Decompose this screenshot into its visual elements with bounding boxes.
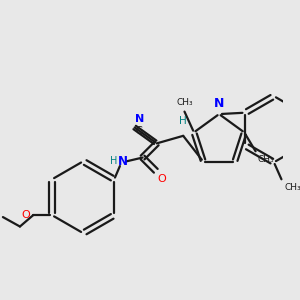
Text: C: C xyxy=(136,126,142,136)
Text: O: O xyxy=(158,174,167,184)
Text: N: N xyxy=(135,115,144,124)
Text: N: N xyxy=(214,97,224,110)
Text: H: H xyxy=(110,156,117,166)
Text: H: H xyxy=(179,116,187,126)
Text: CH₃: CH₃ xyxy=(257,155,274,164)
Text: CH₃: CH₃ xyxy=(176,98,193,107)
Text: O: O xyxy=(22,210,30,220)
Text: CH₃: CH₃ xyxy=(284,183,300,192)
Text: N: N xyxy=(118,155,128,168)
